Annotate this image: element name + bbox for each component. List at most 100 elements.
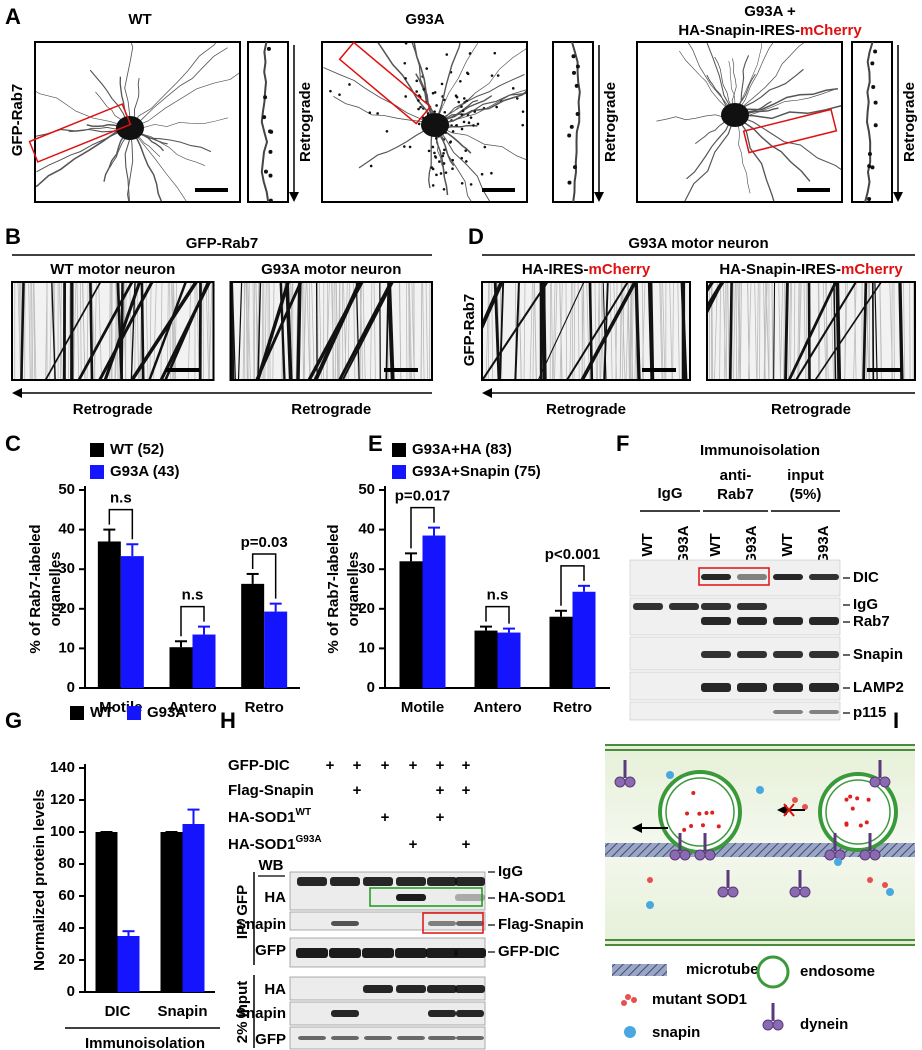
error-bar [175,640,187,648]
y-tick-label: 50 [58,481,75,498]
significance-label: p=0.017 [395,488,450,505]
neurite [734,104,842,120]
blot-band [701,603,731,610]
blot-row-label: HA [264,981,286,998]
kymo-trace [279,282,286,380]
kymo-trace [879,282,882,380]
mutant-sod1 [867,877,873,883]
puncta [873,49,878,54]
kymo-trace [641,282,646,380]
kymo-trace [903,282,906,380]
kymo-trace [302,282,304,380]
y-tick-label: 60 [58,887,75,904]
column-title-part: HA-Snapin-IRES- [719,261,841,278]
y-tick-label: 20 [358,600,375,617]
blot-row-label: Snapin [236,1005,286,1022]
blot-band [701,574,731,580]
arrow-head [632,823,642,833]
kymo-trace [784,282,789,380]
puncta [263,95,268,100]
kymo-trace [149,282,152,380]
kymo-trace [338,282,393,380]
mutant-sod1 [802,804,808,810]
kymo-trace [889,282,894,380]
error-bar [503,627,515,633]
puncta [873,123,878,128]
kymo-trace [619,282,623,380]
blot-band [737,683,767,692]
kymo-trace [795,282,857,380]
blot-band [456,1036,484,1040]
puncta [442,152,445,155]
dynein [789,870,811,898]
dynein-head [799,886,811,898]
cargo [844,821,849,826]
kymo-trace [257,282,262,380]
snapin [646,901,654,909]
soma [721,103,749,127]
puncta [434,137,438,140]
kymo-trace [341,282,344,380]
puncta [473,110,477,113]
puncta [460,127,464,131]
puncta [435,104,438,107]
blot-band [456,921,484,926]
column-title-part: mCherry [588,261,650,278]
neurite [127,127,134,202]
dynein-head [717,886,729,898]
condition-label-part: GFP-DIC [228,757,290,774]
neurite [129,127,206,167]
kymo-trace [830,282,834,380]
arrow-label: Retrograde [291,401,371,418]
strip-label: Retrograde [901,82,918,162]
frame [636,41,843,203]
kymo-trace [315,282,318,380]
puncta [575,111,580,116]
blot-strip [629,559,841,597]
kymo-trace [237,282,243,380]
blot-band [454,948,486,958]
panel-letter: I [893,708,899,733]
blot-band [455,877,485,886]
kymo-trace [581,282,584,380]
kymo-trace [230,282,235,380]
x-tick-label: Retro [553,699,592,716]
neurite [683,114,736,202]
significance-label: n.s [182,587,204,604]
kymo-trace [551,282,554,380]
blot-band [737,603,767,610]
neurite [129,127,163,202]
strip-label: Retrograde [602,82,619,162]
frame [706,281,916,381]
endosome-inner [665,777,735,847]
kymograph [12,282,214,380]
blot-band [362,948,394,958]
neurite [129,42,217,129]
puncta [433,155,437,158]
dynein [859,833,881,861]
puncta [571,54,576,59]
condition-mark: + [436,809,445,826]
blot-strip [289,1001,486,1026]
blot-band [296,948,328,958]
bar [264,611,288,688]
lane-label: G93A [743,525,760,564]
blot-band [331,1036,359,1040]
dynein-head [879,776,891,788]
kymo-trace [296,282,302,380]
legend-label: microtube [686,961,759,978]
dynein [762,1003,784,1031]
band-label: Rab7 [853,613,890,630]
column-title-part: HA-IRES- [522,261,589,278]
strip [247,41,289,203]
puncta [464,160,468,163]
error-bar [198,625,210,635]
kymo-trace [487,282,490,380]
puncta [404,77,407,80]
kymo-trace [256,282,260,380]
axon [864,42,874,202]
puncta [521,123,525,127]
puncta [262,115,267,120]
bar [192,634,216,688]
bar [160,832,183,992]
